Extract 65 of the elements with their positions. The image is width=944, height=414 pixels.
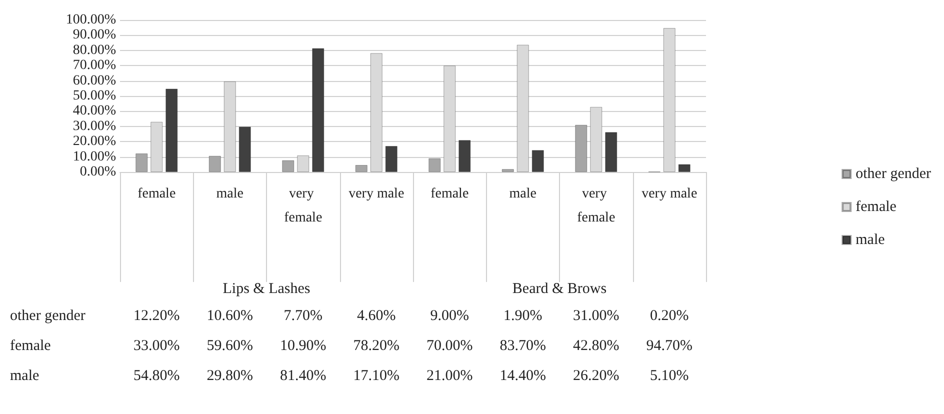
bar bbox=[136, 153, 148, 172]
bar bbox=[678, 164, 690, 172]
y-tick-label: 90.00% bbox=[72, 28, 116, 43]
data-label: 17.10% bbox=[353, 368, 400, 384]
x-tick-label: very female bbox=[284, 186, 322, 226]
data-label: 94.70% bbox=[646, 338, 692, 354]
x-tick-label: male bbox=[216, 186, 244, 202]
data-label: 29.80% bbox=[206, 368, 253, 384]
y-tick-label: 80.00% bbox=[72, 42, 116, 58]
bar bbox=[312, 48, 324, 172]
x-tick-label: very female bbox=[577, 186, 616, 226]
text: other gender bbox=[10, 308, 86, 324]
data-label: 5.10% bbox=[650, 368, 689, 384]
y-tick-label: 10.00% bbox=[72, 149, 116, 164]
bar bbox=[238, 126, 251, 172]
bar bbox=[605, 132, 618, 172]
data-label: 83.70% bbox=[500, 338, 546, 354]
x-tick-label: female bbox=[430, 186, 469, 202]
bar bbox=[532, 150, 544, 172]
data-label: 4.60% bbox=[357, 308, 396, 324]
bar bbox=[208, 156, 221, 172]
text: Lips & Lashes bbox=[222, 281, 310, 297]
data-label: 1.90% bbox=[504, 308, 542, 324]
text: male bbox=[10, 368, 40, 384]
x-tick-label: male bbox=[509, 186, 536, 202]
data-label: 26.20% bbox=[573, 368, 620, 384]
y-tick-label: 30.00% bbox=[72, 118, 116, 134]
data-label: 59.60% bbox=[206, 338, 253, 354]
data-label: 7.70% bbox=[284, 308, 322, 324]
data-label: 78.20% bbox=[353, 338, 400, 354]
y-tick-label: 40.00% bbox=[72, 104, 116, 119]
bar bbox=[502, 169, 514, 172]
bar bbox=[428, 158, 441, 172]
data-label: 10.60% bbox=[206, 308, 253, 324]
text: female bbox=[10, 338, 51, 354]
data-label: 0.20% bbox=[650, 308, 689, 324]
legend-label: male bbox=[856, 232, 886, 248]
x-tick-label: female bbox=[138, 186, 176, 202]
y-tick-label: 20.00% bbox=[72, 134, 116, 150]
x-tick-label: very male bbox=[348, 186, 404, 202]
y-tick-label: 50.00% bbox=[72, 88, 116, 104]
data-label: 33.00% bbox=[134, 338, 180, 354]
data-label: 54.80% bbox=[134, 368, 180, 384]
y-tick-label: 60.00% bbox=[72, 73, 116, 88]
data-label: 70.00% bbox=[426, 338, 473, 354]
legend-label: other gender bbox=[856, 166, 932, 182]
data-label: 81.40% bbox=[280, 368, 326, 384]
y-tick-label: 100.00% bbox=[66, 12, 116, 28]
bar bbox=[282, 160, 294, 172]
y-tick-label: 70.00% bbox=[72, 58, 116, 74]
text: Beard & Brows bbox=[512, 281, 607, 297]
bar bbox=[385, 146, 398, 172]
data-label: 12.20% bbox=[134, 308, 180, 324]
data-label: 9.00% bbox=[430, 308, 469, 324]
bar bbox=[575, 124, 588, 172]
bar bbox=[458, 140, 471, 172]
data-label: 31.00% bbox=[573, 308, 620, 324]
data-label: 21.00% bbox=[426, 368, 473, 384]
y-tick-label: 0.00% bbox=[80, 164, 116, 180]
data-label: 10.90% bbox=[280, 338, 326, 354]
data-label: 14.40% bbox=[500, 368, 546, 384]
x-tick-label: very male bbox=[642, 186, 698, 202]
data-label: 42.80% bbox=[573, 338, 620, 354]
bar bbox=[166, 88, 178, 172]
bar bbox=[355, 165, 368, 172]
